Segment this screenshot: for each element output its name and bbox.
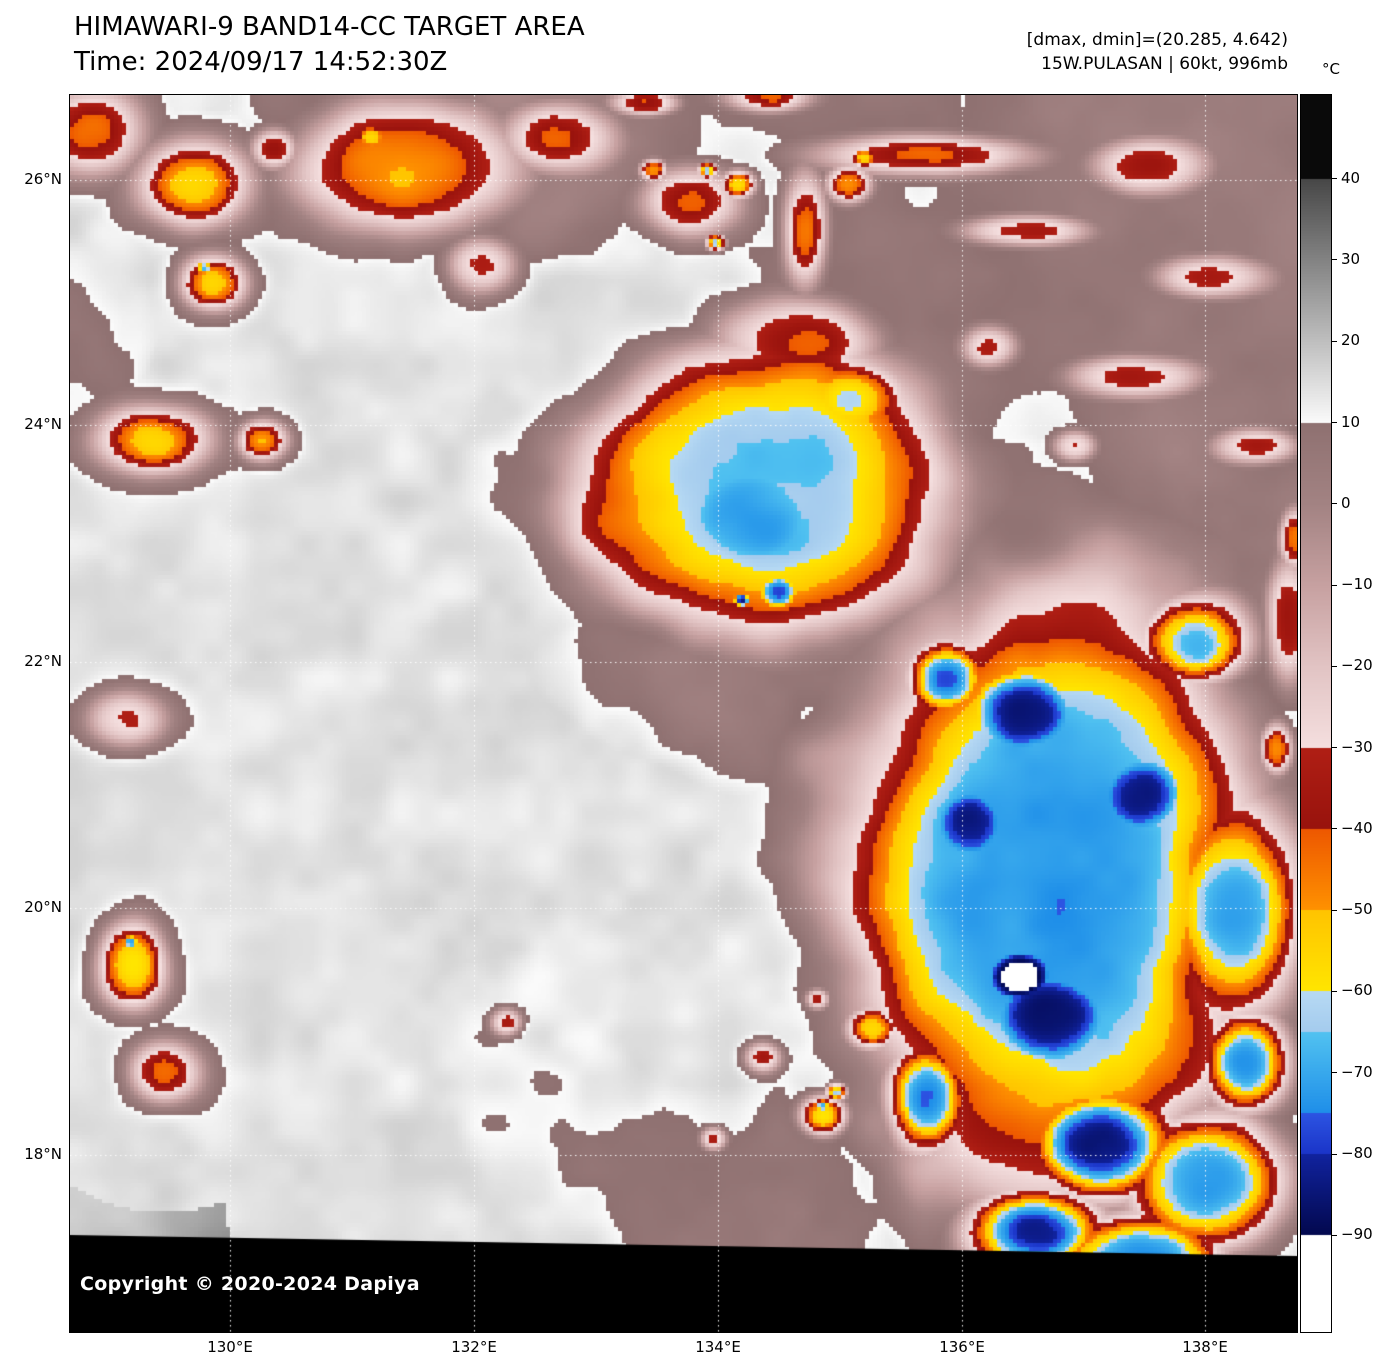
colorbar-tick-label: −60 (1341, 981, 1373, 1000)
lon-tick-label: 134°E (695, 1338, 741, 1356)
colorbar-tick-label: −90 (1341, 1225, 1373, 1244)
timestamp: Time: 2024/09/17 14:52:30Z (74, 47, 448, 77)
colorbar-tickmark (1332, 340, 1337, 342)
colorbar-tickmark (1332, 584, 1337, 586)
colorbar-tick-label: 10 (1341, 412, 1361, 431)
temperature-colorbar (1300, 94, 1332, 1333)
colorbar-tick-label: −80 (1341, 1144, 1373, 1162)
colorbar-tickmark (1332, 1234, 1337, 1236)
colorbar-tick-label: −30 (1341, 737, 1373, 756)
lat-tick-label: 26°N (24, 170, 62, 188)
colorbar-tick-label: −70 (1341, 1062, 1373, 1081)
colorbar-tickmark (1332, 1153, 1337, 1155)
lat-tick-label: 24°N (24, 415, 62, 433)
storm-info-annotation: 15W.PULASAN | 60kt, 996mb (1041, 54, 1288, 74)
satellite-image-plot: Copyright © 2020-2024 Dapiya (69, 94, 1298, 1333)
lat-tick-label: 20°N (24, 898, 62, 916)
colorbar-unit-label: °C (1322, 60, 1340, 78)
lon-tick-label: 136°E (939, 1338, 985, 1356)
dmax-dmin-annotation: [dmax, dmin]=(20.285, 4.642) (1026, 30, 1288, 50)
colorbar-tickmark (1332, 178, 1337, 180)
satellite-ir-image (70, 95, 1297, 1332)
lat-tick-label: 18°N (24, 1145, 62, 1163)
colorbar-tick-label: 20 (1341, 331, 1361, 350)
colorbar-tickmark (1332, 990, 1337, 992)
lat-tick-label: 22°N (24, 652, 62, 670)
lon-tick-label: 132°E (451, 1338, 497, 1356)
copyright-label: Copyright © 2020-2024 Dapiya (80, 1273, 420, 1295)
page-title: HIMAWARI-9 BAND14-CC TARGET AREA (74, 12, 585, 42)
colorbar-tickmark (1332, 665, 1337, 667)
colorbar-tickmark (1332, 909, 1337, 911)
colorbar-tickmark (1332, 259, 1337, 261)
colorbar-tick-label: −20 (1341, 656, 1373, 675)
colorbar-tickmark (1332, 828, 1337, 830)
colorbar-tick-label: 30 (1341, 249, 1361, 268)
colorbar-tickmark (1332, 1072, 1337, 1074)
lon-tick-label: 138°E (1182, 1338, 1228, 1356)
colorbar-tick-label: −40 (1341, 818, 1373, 837)
colorbar-tickmark (1332, 503, 1337, 505)
colorbar-tick-label: −10 (1341, 575, 1373, 594)
colorbar-tick-label: 0 (1341, 493, 1351, 512)
lon-tick-label: 130°E (207, 1338, 253, 1356)
colorbar-tickmark (1332, 422, 1337, 424)
colorbar-tick-label: −50 (1341, 900, 1373, 919)
colorbar-tickmark (1332, 747, 1337, 749)
colorbar-tick-label: 40 (1341, 168, 1361, 187)
